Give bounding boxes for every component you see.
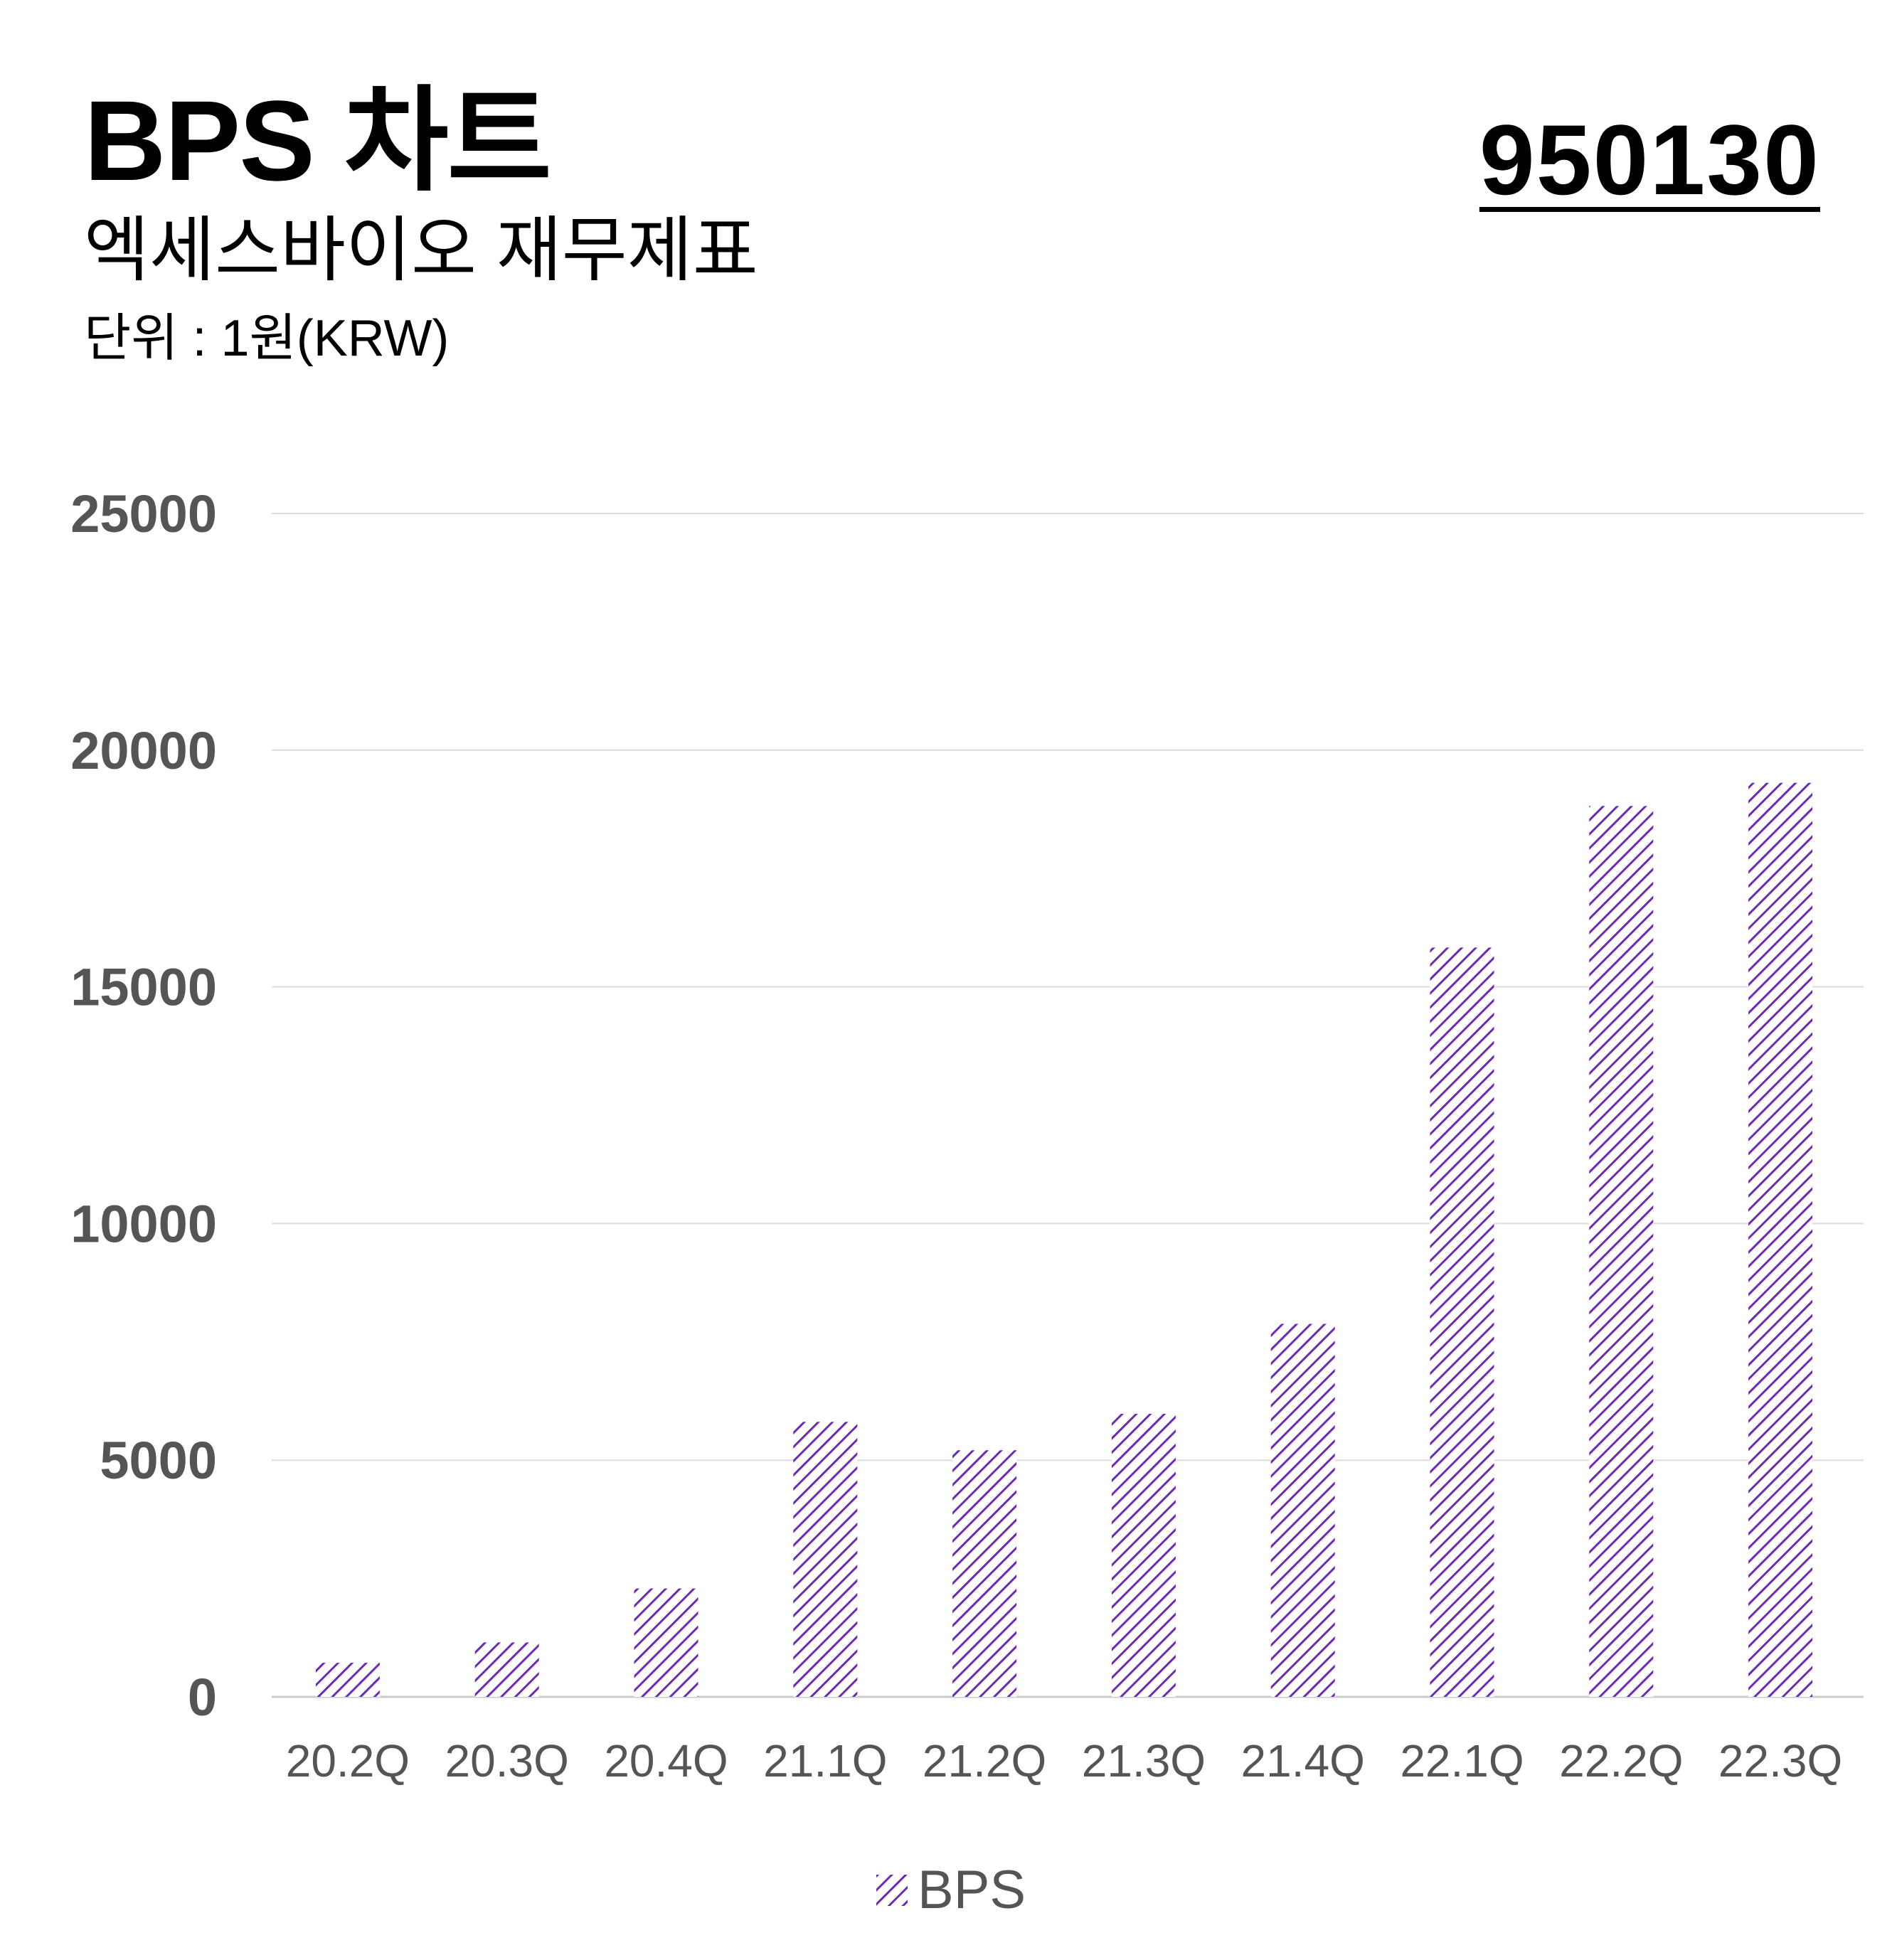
x-tick-label: 21.1Q: [763, 1735, 887, 1786]
bar-20.2Q: [315, 1663, 380, 1697]
y-tick-label: 20000: [70, 721, 217, 780]
y-tick-label: 0: [188, 1668, 217, 1727]
x-tick-label: 20.3Q: [445, 1735, 569, 1786]
bar-22.1Q: [1430, 947, 1494, 1697]
unit-label: 단위 : 1원(KRW): [84, 310, 450, 367]
legend-swatch: [876, 1875, 908, 1906]
stock-code: 950130: [1479, 104, 1820, 215]
y-tick-label: 5000: [100, 1431, 217, 1490]
x-tick-label: 22.2Q: [1559, 1735, 1683, 1786]
y-tick-label: 25000: [70, 484, 217, 543]
bar-21.1Q: [793, 1422, 858, 1697]
x-tick-label: 21.4Q: [1241, 1735, 1365, 1786]
legend: BPS: [876, 1863, 1026, 1917]
bar-21.4Q: [1270, 1323, 1335, 1697]
y-axis-ticks: 0 5000 10000 15000 20000 25000: [70, 484, 217, 1727]
y-tick-label: 10000: [70, 1194, 217, 1253]
legend-label: BPS: [918, 1860, 1026, 1920]
x-tick-label: 22.3Q: [1718, 1735, 1842, 1786]
bar-20.4Q: [634, 1588, 698, 1697]
bar-layer: [315, 782, 1813, 1697]
x-tick-label: 21.3Q: [1082, 1735, 1206, 1786]
bar-22.3Q: [1748, 782, 1813, 1697]
bar-22.2Q: [1589, 806, 1654, 1697]
x-tick-label: 20.4Q: [604, 1735, 728, 1786]
chart-title: BPS 차트: [84, 77, 552, 204]
bar-20.3Q: [474, 1642, 539, 1697]
y-tick-label: 15000: [70, 958, 217, 1017]
x-tick-label: 21.2Q: [923, 1735, 1046, 1786]
x-tick-label: 22.1Q: [1400, 1735, 1524, 1786]
bar-21.3Q: [1111, 1413, 1176, 1697]
x-axis-ticks: 20.2Q 20.3Q 20.4Q 21.1Q 21.2Q 21.3Q 21.4Q 22.1Q…: [286, 1735, 1843, 1786]
x-tick-label: 20.2Q: [286, 1735, 410, 1786]
chart-subtitle: 엑세스바이오 재무제표: [84, 211, 758, 290]
bar-21.2Q: [952, 1450, 1017, 1697]
